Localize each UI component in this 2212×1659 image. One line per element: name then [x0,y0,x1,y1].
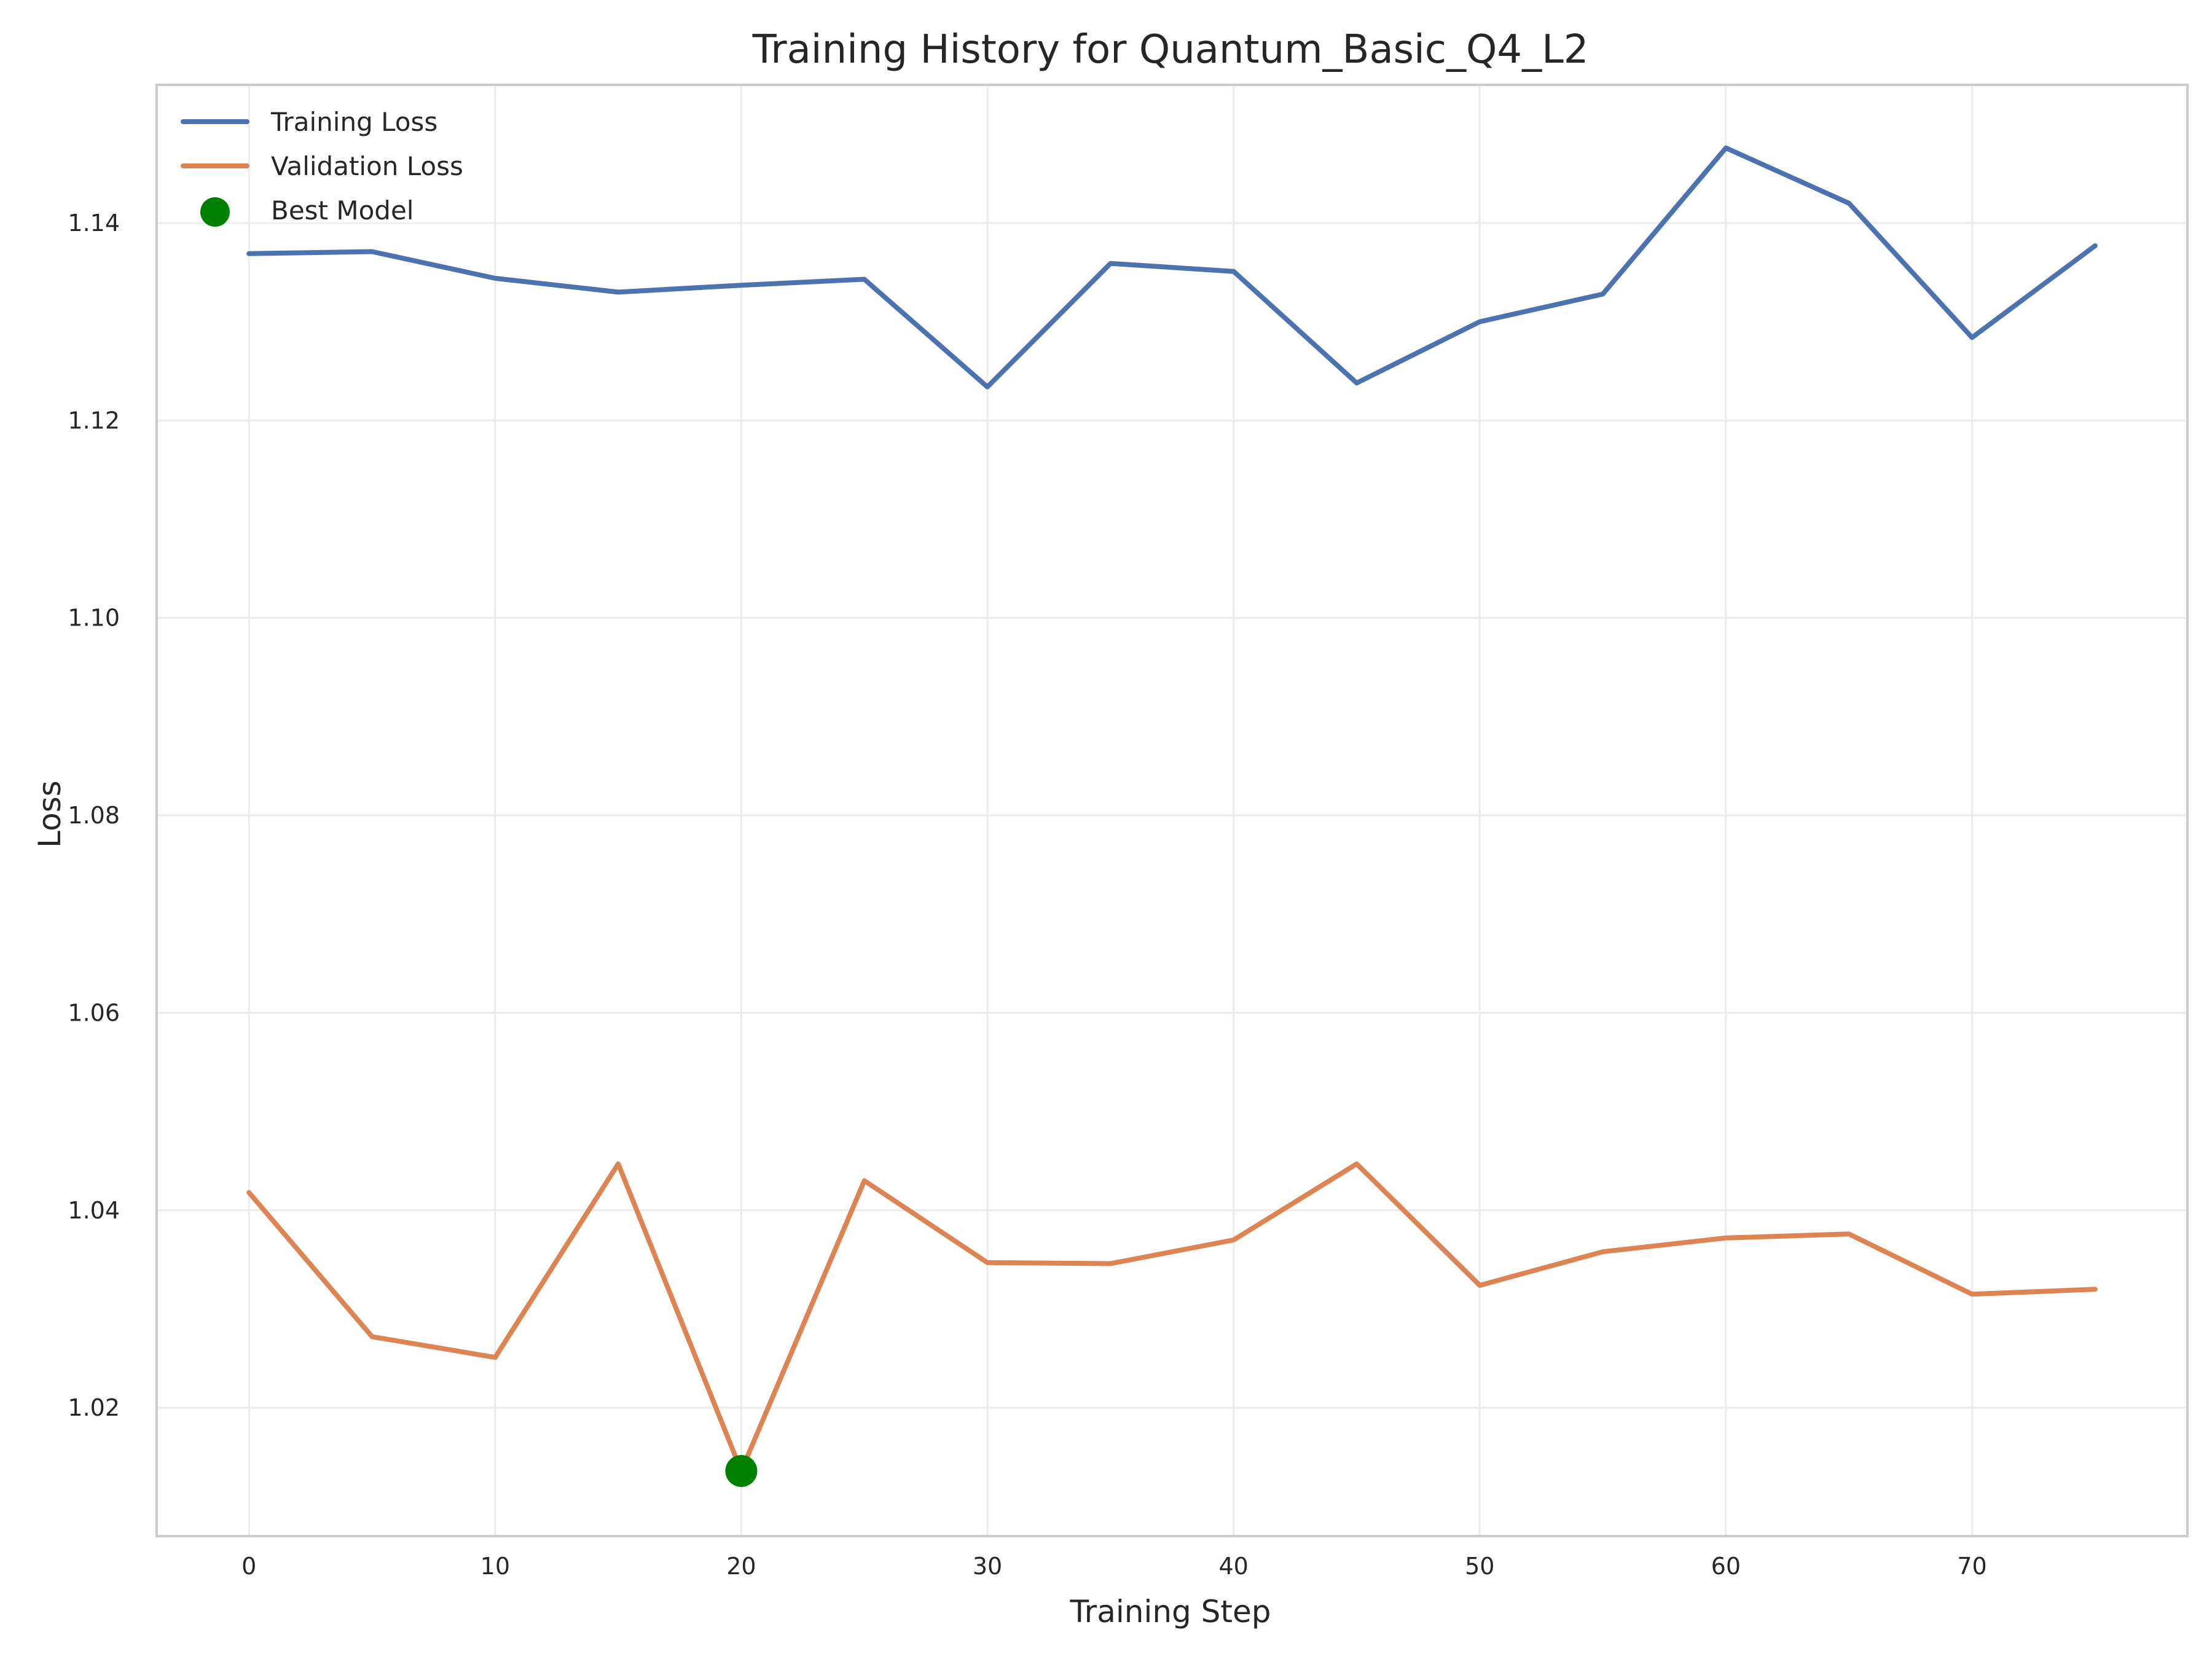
chart-title: Training History for Quantum_Basic_Q4_L2 [752,27,1589,73]
legend-label-training: Training Loss [270,107,437,137]
y-tick-label: 1.12 [68,407,120,434]
x-tick-label: 70 [1957,1553,1986,1580]
x-tick-label: 20 [726,1553,756,1580]
y-tick-label: 1.10 [68,605,120,632]
y-tick-label: 1.08 [68,802,120,829]
x-tick-label: 40 [1218,1553,1248,1580]
plot-frame [155,84,2189,1537]
x-tick-label: 30 [973,1553,1002,1580]
legend: Training Loss Validation Loss Best Model [181,107,463,227]
legend-swatch-best-model [200,197,230,227]
series-line-validation-loss [246,1161,2098,1473]
legend-label-best-model: Best Model [271,195,414,226]
x-tick-label: 10 [480,1553,510,1580]
best-model-marker [725,1454,758,1487]
grid [157,85,2187,1536]
x-axis-label: Training Step [1069,1594,1271,1630]
series-layer [246,145,2098,1487]
y-axis-label: Loss [32,780,68,848]
y-tick-label: 1.06 [68,999,120,1026]
y-tick-label: 1.14 [68,210,120,237]
y-tick-label: 1.02 [68,1394,120,1421]
x-tick-label: 0 [241,1553,256,1580]
ticks: 0 10 20 30 40 50 60 70 1.02 1.04 1.06 1.08 1.10 1.12 1… [68,210,1986,1580]
legend-label-validation: Validation Loss [271,151,463,181]
y-tick-label: 1.04 [68,1197,120,1224]
x-tick-label: 60 [1711,1553,1741,1580]
series-line-training-loss [246,145,2098,390]
x-tick-label: 50 [1465,1553,1494,1580]
